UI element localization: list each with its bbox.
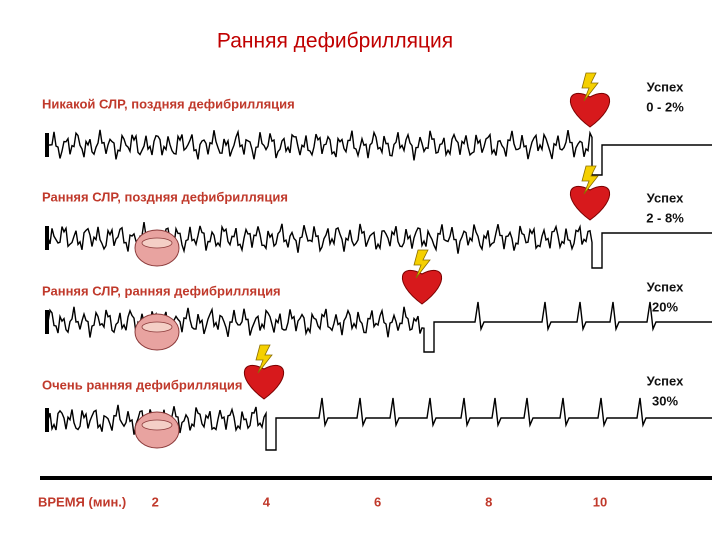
scenario-label: Никакой СЛР, поздняя дефибрилляция	[42, 96, 295, 111]
time-tick-label: 4	[263, 494, 271, 509]
cpr-hands-detail	[141, 321, 173, 333]
title: Ранняя дефибрилляция	[217, 30, 453, 53]
scenario-label: Ранняя СЛР, ранняя дефибрилляция	[42, 283, 281, 298]
heart-icon	[244, 364, 284, 400]
success-label: Успех	[647, 279, 684, 294]
success-value: 0 - 2%	[646, 99, 684, 114]
time-axis-label: ВРЕМЯ (мин.)	[38, 494, 126, 509]
success-value: 30%	[652, 393, 678, 408]
lightning-icon	[581, 72, 599, 102]
success-value: 20%	[652, 299, 678, 314]
scenario-label: Очень ранняя дефибрилляция	[42, 377, 242, 392]
time-tick-label: 6	[374, 494, 381, 509]
cpr-hands-detail	[141, 419, 173, 431]
success-label: Успех	[647, 190, 684, 205]
success-label: Успех	[647, 373, 684, 388]
lightning-icon	[581, 165, 599, 195]
scenario-label: Ранняя СЛР, поздняя дефибрилляция	[42, 189, 288, 204]
heart-icon	[570, 185, 610, 221]
lightning-icon	[413, 249, 431, 279]
success-label: Успех	[647, 79, 684, 94]
ecg-trace	[48, 129, 712, 176]
time-tick-label: 10	[593, 494, 607, 509]
lightning-icon	[255, 344, 273, 374]
cpr-hands-detail	[141, 237, 173, 249]
success-value: 2 - 8%	[646, 210, 684, 225]
heart-icon	[402, 269, 442, 305]
ecg-trace	[47, 397, 712, 451]
heart-icon	[570, 92, 610, 128]
time-tick-label: 8	[485, 494, 492, 509]
time-tick-label: 2	[152, 494, 159, 509]
ecg-trace	[47, 301, 712, 353]
